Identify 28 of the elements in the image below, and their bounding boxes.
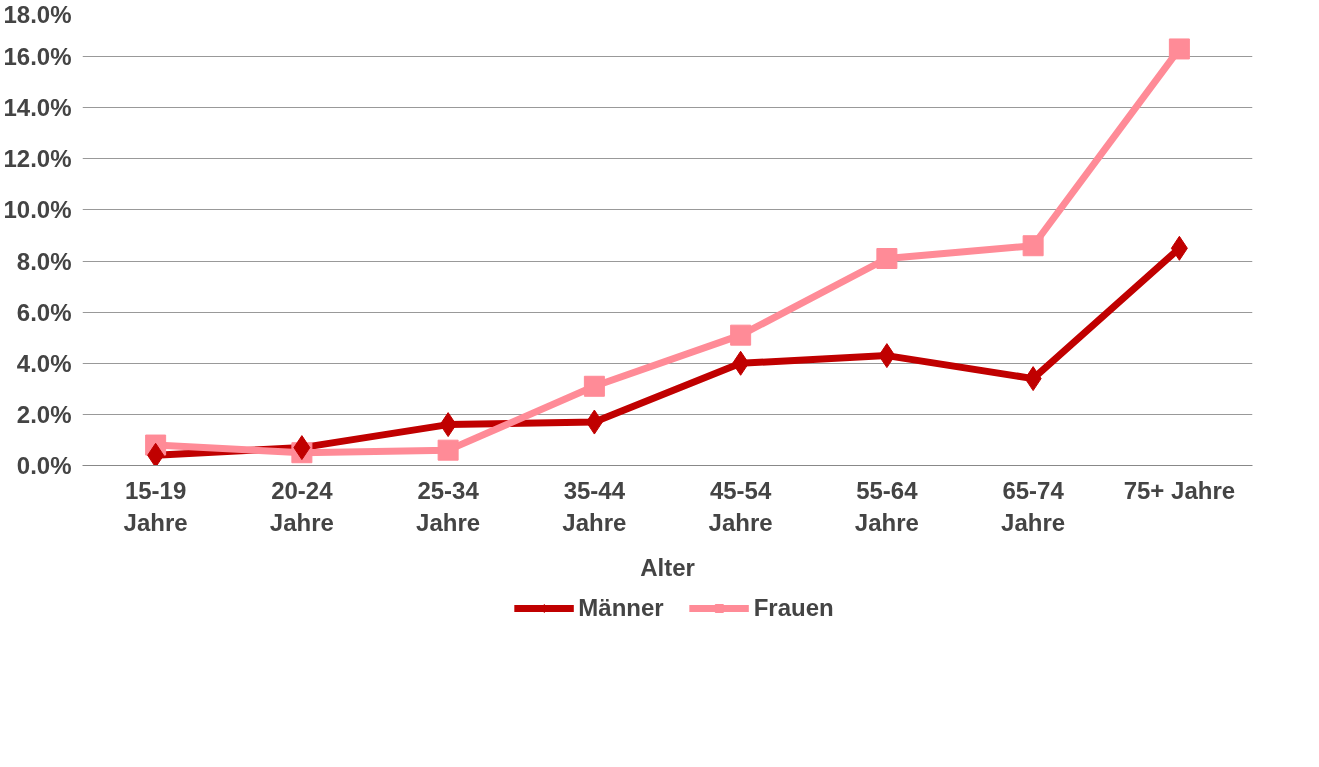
x-tick-label: 55-64 Jahre: [854, 476, 919, 536]
y-tick-label: 16.0%: [3, 43, 72, 71]
point: [1168, 38, 1190, 60]
x-tick-label: 65-74 Jahre: [1001, 476, 1066, 536]
y-tick-label: 10.0%: [3, 196, 72, 224]
y-tick-label: 6.0%: [16, 298, 72, 326]
x-tick-label: 20-24 Jahre: [269, 476, 334, 536]
y-tick-label: 18.0%: [3, 0, 72, 28]
x-axis-title: Alter: [640, 553, 695, 581]
point: [730, 324, 752, 346]
y-tick-label: 8.0%: [16, 247, 72, 275]
point: [147, 442, 165, 466]
point: [876, 248, 898, 269]
y-tick-label: 12.0%: [3, 145, 72, 173]
y-tick-label: 4.0%: [16, 349, 72, 377]
x-tick-label: 75+ Jahre: [1123, 476, 1236, 504]
point: [1022, 235, 1044, 257]
x-tick-label: 45-54 Jahre: [708, 476, 773, 536]
y-tick-label: 14.0%: [3, 94, 72, 122]
x-tick-label: 15-19 Jahre: [123, 476, 188, 536]
x-tick-label: 35-44 Jahre: [562, 476, 627, 536]
legend-label: Frauen: [753, 594, 834, 622]
y-tick-label: 0.0%: [16, 452, 72, 479]
point: [437, 439, 459, 461]
x-tick-label: 25-34 Jahre: [416, 476, 481, 536]
legend-label: Männer: [578, 594, 664, 622]
point: [583, 375, 605, 397]
y-tick-label: 2.0%: [16, 400, 72, 428]
